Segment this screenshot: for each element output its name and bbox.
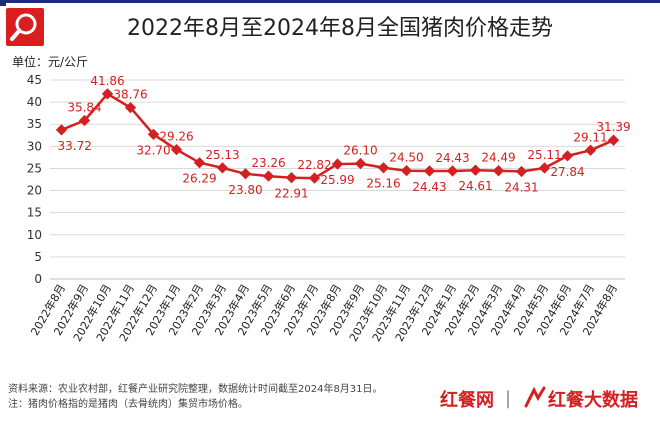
data-label: 25.16 xyxy=(366,177,400,191)
data-label: 29.11 xyxy=(573,130,607,144)
data-point xyxy=(538,162,551,174)
data-label: 41.86 xyxy=(90,74,124,88)
y-tick-label: 5 xyxy=(34,250,42,264)
data-label: 24.43 xyxy=(412,180,446,194)
data-label: 27.84 xyxy=(550,165,584,179)
y-tick-label: 25 xyxy=(27,161,42,175)
y-tick-label: 20 xyxy=(27,184,42,198)
data-point xyxy=(561,150,574,162)
data-label: 24.50 xyxy=(389,151,423,165)
data-label: 23.80 xyxy=(228,183,262,197)
data-point xyxy=(216,162,229,174)
y-tick-label: 0 xyxy=(34,272,42,286)
data-label: 26.10 xyxy=(343,144,377,158)
data-label: 23.26 xyxy=(251,156,285,170)
data-point xyxy=(147,128,160,141)
y-tick-label: 15 xyxy=(27,206,42,220)
data-point xyxy=(331,158,344,170)
data-label: 22.91 xyxy=(274,187,308,201)
bigdata-icon xyxy=(524,386,546,408)
data-label: 29.26 xyxy=(159,130,193,144)
data-point xyxy=(377,162,390,174)
data-label: 24.43 xyxy=(435,151,469,165)
data-label: 24.61 xyxy=(458,179,492,193)
brand-logo-hongcan: 红餐网 xyxy=(440,390,494,411)
chart-title: 2022年8月至2024年8月全国猪肉价格走势 xyxy=(127,16,553,41)
data-point xyxy=(584,144,597,156)
footnote: 注：猪肉价格指的是猪肉（去骨统肉）集贸市场价格。 xyxy=(8,399,248,410)
search-icon xyxy=(6,8,44,46)
data-point xyxy=(607,134,620,146)
data-label: 32.70 xyxy=(136,143,170,157)
data-point xyxy=(354,157,367,170)
data-point xyxy=(262,170,275,182)
data-label: 25.99 xyxy=(320,173,354,187)
data-label: 25.11 xyxy=(527,148,561,162)
magnifier-icon xyxy=(10,13,37,41)
y-tick-label: 10 xyxy=(27,228,42,242)
data-point xyxy=(308,172,321,184)
data-point xyxy=(55,124,68,136)
data-label: 22.82 xyxy=(297,158,331,172)
data-label: 31.39 xyxy=(596,120,630,134)
y-tick-label: 35 xyxy=(27,117,42,131)
data-label: 35.84 xyxy=(67,101,101,115)
y-tick-label: 45 xyxy=(27,73,42,87)
line-chart: 单位：元/公斤0510152025303540452022年8月2022年9月2… xyxy=(12,54,631,344)
top-rule xyxy=(0,0,660,3)
data-point xyxy=(170,143,183,156)
data-label: 25.13 xyxy=(205,148,239,162)
source-note: 资料来源：农业农村部，红餐产业研究院整理，数据统计时间截至2024年8月31日。 xyxy=(8,384,383,395)
brand-logo-bigdata: 红餐大数据 xyxy=(524,386,654,416)
data-point xyxy=(423,165,436,177)
data-point xyxy=(446,165,459,177)
data-label: 24.49 xyxy=(481,151,515,165)
brand-name-bigdata: 红餐大数据 xyxy=(548,389,638,411)
data-label: 38.76 xyxy=(113,88,147,102)
data-point xyxy=(193,157,206,169)
data-label: 26.29 xyxy=(182,172,216,186)
y-axis-label: 单位：元/公斤 xyxy=(12,54,88,69)
data-label: 24.31 xyxy=(504,180,538,194)
y-tick-label: 30 xyxy=(27,139,42,153)
data-point xyxy=(515,165,528,178)
corner-mark xyxy=(0,0,6,6)
brand-separator: | xyxy=(505,388,512,409)
data-point xyxy=(400,164,413,177)
y-tick-label: 40 xyxy=(27,95,42,109)
data-label: 33.72 xyxy=(58,139,92,153)
data-point xyxy=(469,164,482,176)
data-point xyxy=(239,168,252,180)
data-point xyxy=(492,165,505,177)
data-point xyxy=(285,172,298,184)
